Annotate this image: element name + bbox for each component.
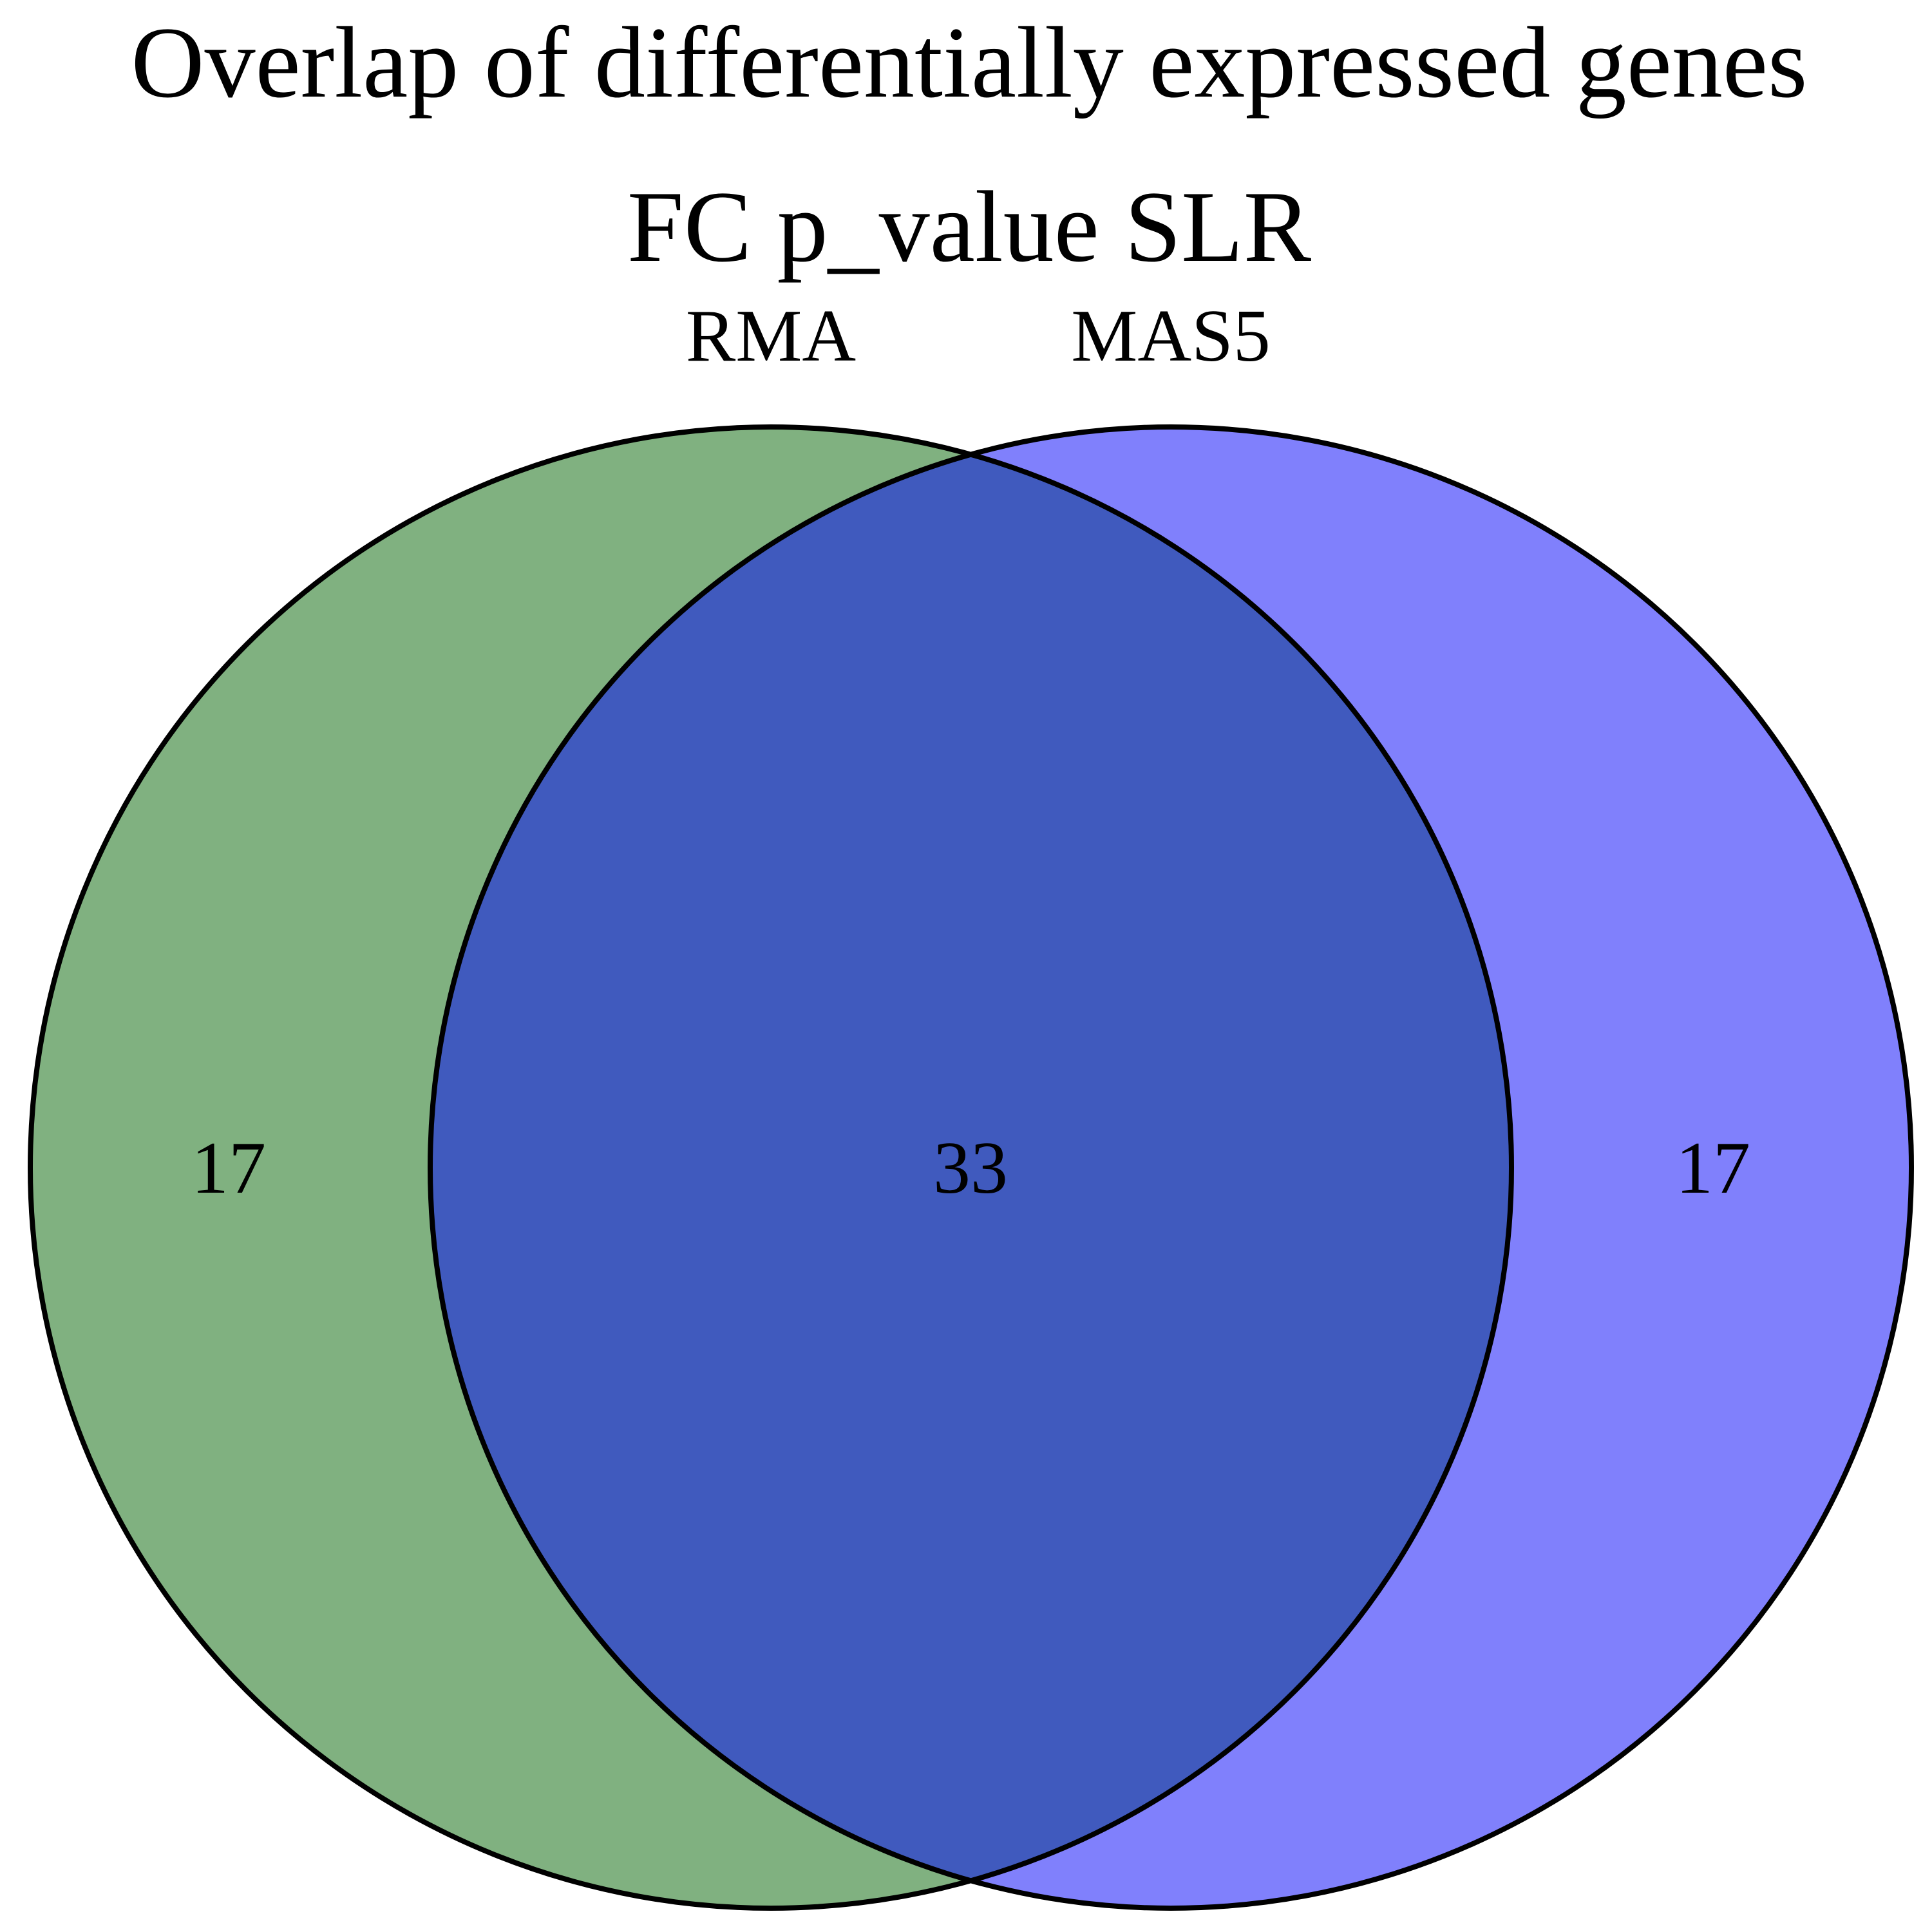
count-rma-only: 17 [191,1127,266,1209]
count-both: 33 [933,1127,1008,1209]
set-label-rma: RMA [686,295,856,377]
mas5-circle-outline [428,424,1914,1911]
diagram-subtitle: FC p_value SLR [627,171,1312,283]
intersection-region [430,427,1511,1908]
set-label-mas5: MAS5 [1071,295,1270,377]
rma-circle-outline [28,424,1514,1911]
count-mas5-only: 17 [1676,1127,1750,1209]
diagram-title: Overlap of differentially expressed gene… [131,6,1807,119]
